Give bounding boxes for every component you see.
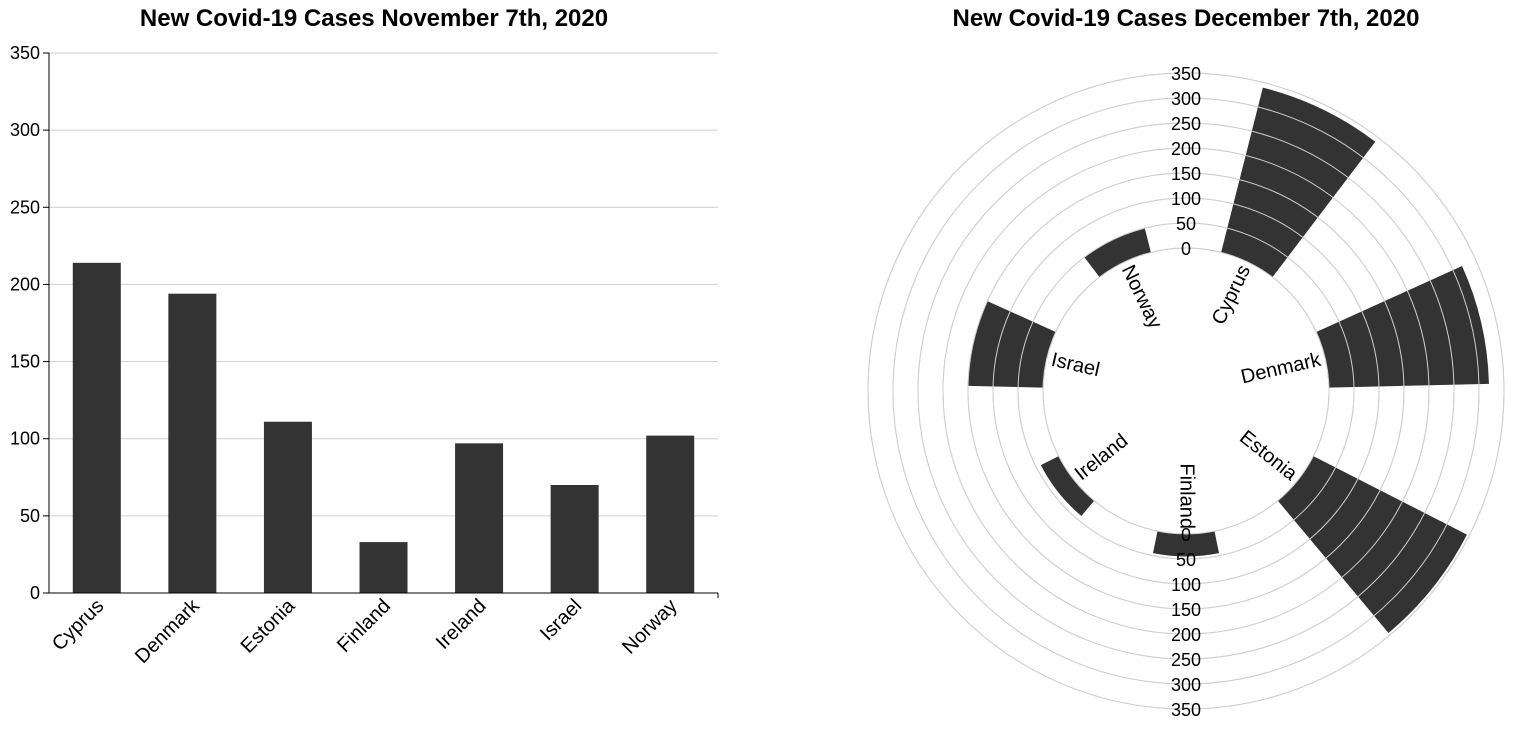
y-tick-label: 200 (10, 274, 40, 294)
r-tick-label-bottom: 100 (1171, 575, 1201, 595)
y-tick-labels: 0 50 100 150 200 250 300 350 (10, 43, 40, 603)
r-tick-label-bottom: 350 (1171, 700, 1201, 720)
bar-ireland (455, 443, 504, 593)
axes (43, 52, 719, 598)
radial-bar-ireland (1040, 456, 1095, 516)
r-tick-label-top: 350 (1171, 64, 1201, 84)
category-label: Finland (1176, 463, 1198, 529)
r-tick-label-bottom: 300 (1171, 675, 1201, 695)
x-tick-label: Cyprus (48, 595, 108, 655)
radial-bar-norway (1084, 228, 1151, 278)
radial-gridlines-over-bars (867, 72, 1505, 710)
radial-gridline-overlay (942, 147, 1430, 635)
r-tick-label-bottom: 50 (1176, 550, 1196, 570)
radial-gridline-overlay (1017, 222, 1355, 560)
radial-gridline-overlay (1042, 247, 1330, 535)
x-tick-label: Norway (618, 595, 681, 658)
r-tick-label-bottom: 0 (1181, 525, 1191, 545)
bar-norway (646, 435, 695, 593)
bar-finland (359, 542, 408, 593)
category-label: Ireland (1071, 430, 1133, 485)
radial-bar-series (968, 87, 1489, 633)
y-tick-label: 250 (10, 197, 40, 217)
bar-cyprus (72, 262, 121, 593)
category-label: Estonia (1235, 426, 1302, 485)
x-tick-label: Finland (333, 595, 395, 657)
x-tick-label: Estonia (237, 594, 300, 657)
r-tick-label-top: 0 (1181, 239, 1191, 259)
bar-denmark (168, 293, 217, 593)
y-tick-label: 50 (20, 506, 40, 526)
radial-bar-estonia (1277, 456, 1467, 633)
r-tick-label-bottom: 250 (1171, 650, 1201, 670)
y-tick-label: 100 (10, 429, 40, 449)
y-tick-label: 300 (10, 120, 40, 140)
radial-bar-chart-december: New Covid-19 Cases December 7th, 2020 00… (867, 5, 1505, 720)
x-tick-label: Ireland (432, 595, 491, 654)
radial-gridline-overlay (892, 97, 1480, 685)
y-gridlines (49, 52, 718, 594)
x-tick-label: Denmark (131, 594, 205, 668)
radial-gridline-overlay (917, 122, 1455, 660)
radial-bar-finland (1153, 531, 1219, 557)
r-tick-label-bottom: 200 (1171, 625, 1201, 645)
radial-gridline-overlay (967, 172, 1405, 610)
r-tick-label-top: 150 (1171, 164, 1201, 184)
r-tick-label-top: 300 (1171, 89, 1201, 109)
chart-title: New Covid-19 Cases December 7th, 2020 (953, 5, 1420, 32)
r-tick-label-top: 100 (1171, 189, 1201, 209)
category-labels: Cyprus Denmark Estonia Finland Ireland Israel… (1049, 262, 1324, 529)
r-tick-label-top: 250 (1171, 114, 1201, 134)
chart-title: New Covid-19 Cases November 7th, 2020 (140, 5, 608, 32)
y-tick-label: 150 (10, 352, 40, 372)
bar-estonia (263, 421, 312, 593)
r-tick-label-top: 50 (1176, 214, 1196, 234)
r-tick-label-top: 200 (1171, 139, 1201, 159)
r-tick-label-bottom: 150 (1171, 600, 1201, 620)
bar-chart-november: New Covid-19 Cases November 7th, 2020 0 5… (10, 5, 719, 668)
radial-gridline-overlay (867, 72, 1505, 710)
category-label: Cyprus (1208, 262, 1255, 329)
bar-series (72, 262, 695, 593)
category-label: Israel (1049, 349, 1102, 381)
radial-bar-israel (968, 301, 1056, 388)
y-tick-label: 350 (10, 43, 40, 63)
y-tick-label: 0 (30, 583, 40, 603)
radial-bar-cyprus (1221, 87, 1376, 278)
radial-tick-labels: 0 0 50 50 100 100 150 150 200 200 250 250 300 300 350 3… (1171, 64, 1201, 720)
category-label: Norway (1117, 262, 1166, 333)
radial-gridline-overlay (992, 197, 1380, 585)
category-label: Denmark (1239, 349, 1324, 389)
radial-bar-denmark (1316, 266, 1489, 388)
bar-israel (550, 485, 599, 593)
x-tick-label: Israel (536, 595, 586, 645)
x-tick-labels: Cyprus Denmark Estonia Finland Ireland Israel… (48, 594, 682, 668)
